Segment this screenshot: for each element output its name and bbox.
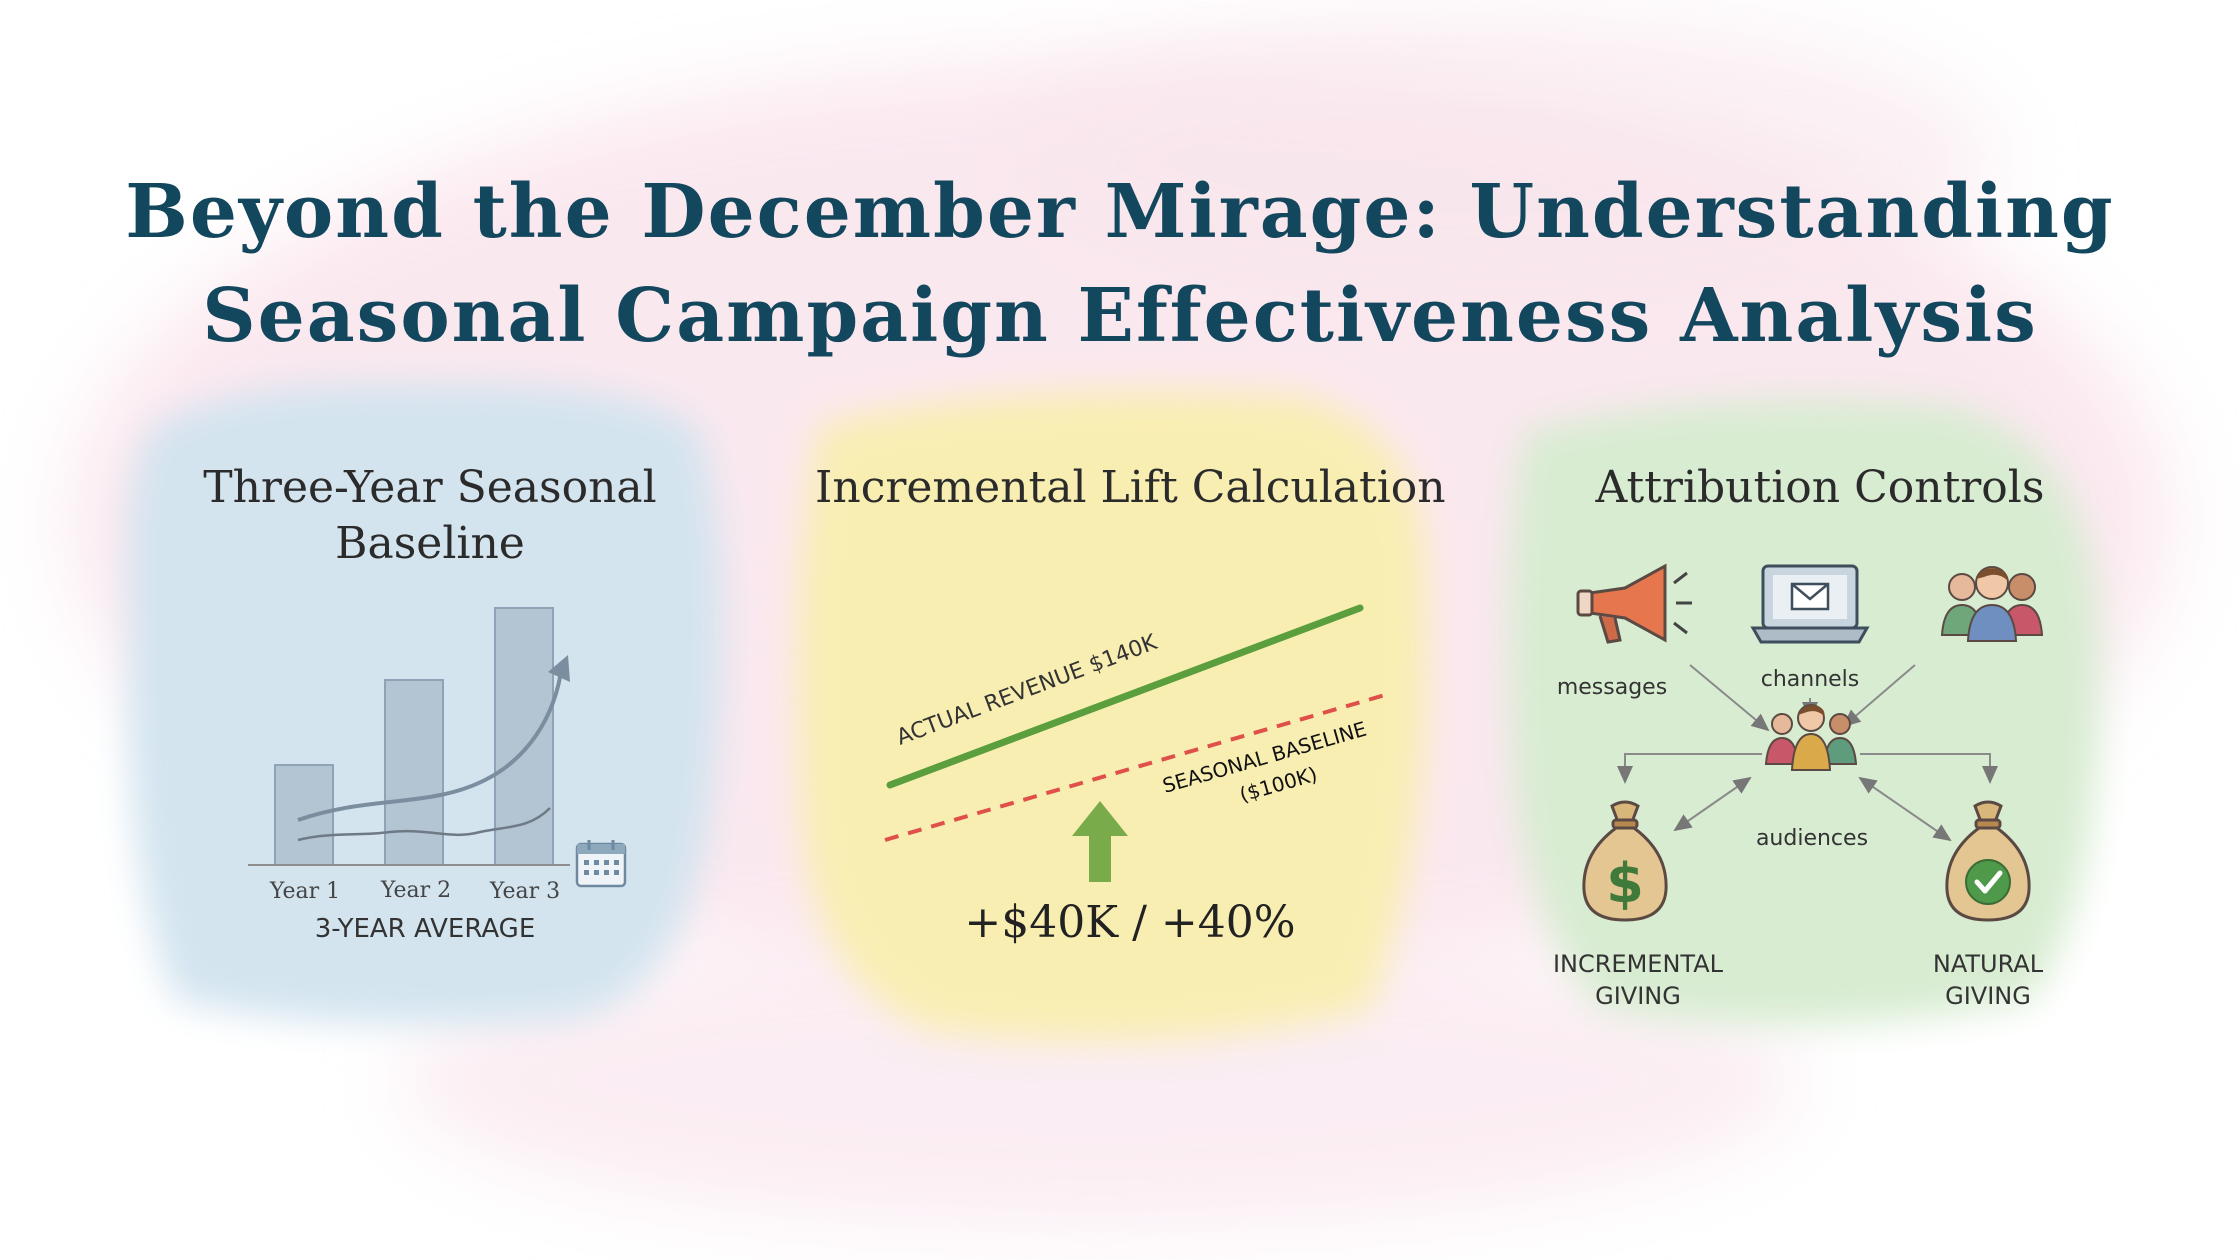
year-3-label: Year 3 bbox=[489, 879, 560, 904]
natural-giving-label-line-2: GIVING bbox=[1945, 982, 2031, 1010]
baseline-title-line-1: Three-Year Seasonal bbox=[203, 462, 657, 513]
bar-year-3 bbox=[494, 607, 554, 866]
page-title: Beyond the December Mirage: Understandin… bbox=[0, 160, 2240, 368]
audiences-label: audiences bbox=[1756, 826, 1868, 851]
connector-incremental-audiences bbox=[1673, 776, 1752, 832]
incremental-giving-label-line-1: INCREMENTAL bbox=[1553, 950, 1724, 978]
attribution-diagram: messages channels bbox=[1553, 563, 2044, 1010]
seasonal-baseline-line bbox=[884, 693, 1386, 842]
calendar-icon bbox=[575, 840, 627, 888]
attribution-panel: Attribution Controls messages bbox=[1510, 440, 2130, 1020]
year-2-label: Year 2 bbox=[380, 878, 451, 903]
baseline-bar-illustration: Year 1 Year 2 Year 3 3-YEAR AVERAGE bbox=[248, 607, 627, 944]
connector-audiences-incremental bbox=[1617, 753, 1762, 784]
year-1-label: Year 1 bbox=[269, 879, 340, 904]
megaphone-icon bbox=[1576, 563, 1692, 644]
audience-people-icon bbox=[1764, 704, 1858, 771]
connector-audiences-natural bbox=[1860, 753, 1998, 784]
incremental-giving-label-line-2: GIVING bbox=[1595, 982, 1681, 1010]
bar-year-1 bbox=[274, 764, 334, 866]
connector-people-audiences bbox=[1842, 664, 1916, 728]
trend-curve bbox=[297, 664, 564, 822]
check-bag-icon bbox=[1945, 800, 2031, 922]
laptop-mail-icon bbox=[1750, 564, 1870, 644]
attribution-panel-title: Attribution Controls bbox=[1595, 462, 2045, 513]
baseline-title-line-2: Baseline bbox=[335, 518, 525, 569]
lift-illustration: ACTUAL REVENUE $140K SEASONAL BASELINE (… bbox=[884, 604, 1386, 948]
trend-arrow-head bbox=[548, 655, 570, 682]
baseline-panel-title: Three-Year Seasonal Baseline bbox=[130, 460, 730, 572]
people-group-icon bbox=[1940, 566, 2044, 642]
channels-label: channels bbox=[1761, 667, 1860, 692]
messages-label: messages bbox=[1557, 675, 1667, 700]
baseline-panel: Three-Year Seasonal Baseline Year 1 Year… bbox=[130, 440, 720, 960]
lift-panel: Incremental Lift Calculation ACTUAL REVE… bbox=[800, 440, 1446, 1000]
dollar-bag-icon: $ bbox=[1582, 800, 1668, 922]
natural-giving-label-line-1: NATURAL bbox=[1933, 950, 2044, 978]
bar-year-2 bbox=[384, 679, 444, 866]
actual-revenue-line bbox=[886, 604, 1364, 789]
secondary-trend-line bbox=[297, 807, 551, 842]
svg-text:$: $ bbox=[1606, 852, 1644, 915]
three-year-average-caption: 3-YEAR AVERAGE bbox=[315, 914, 536, 944]
lift-panel-title: Incremental Lift Calculation bbox=[815, 462, 1446, 513]
page-title-line-1: Beyond the December Mirage: Understandin… bbox=[125, 169, 2115, 255]
lift-result: +$40K / +40% bbox=[964, 897, 1295, 948]
page-title-line-2: Seasonal Campaign Effectiveness Analysis bbox=[202, 273, 2038, 359]
connector-audiences-natural-diag bbox=[1858, 776, 1952, 842]
connector-messages-audiences bbox=[1689, 664, 1770, 732]
up-arrow-icon bbox=[1072, 801, 1128, 882]
